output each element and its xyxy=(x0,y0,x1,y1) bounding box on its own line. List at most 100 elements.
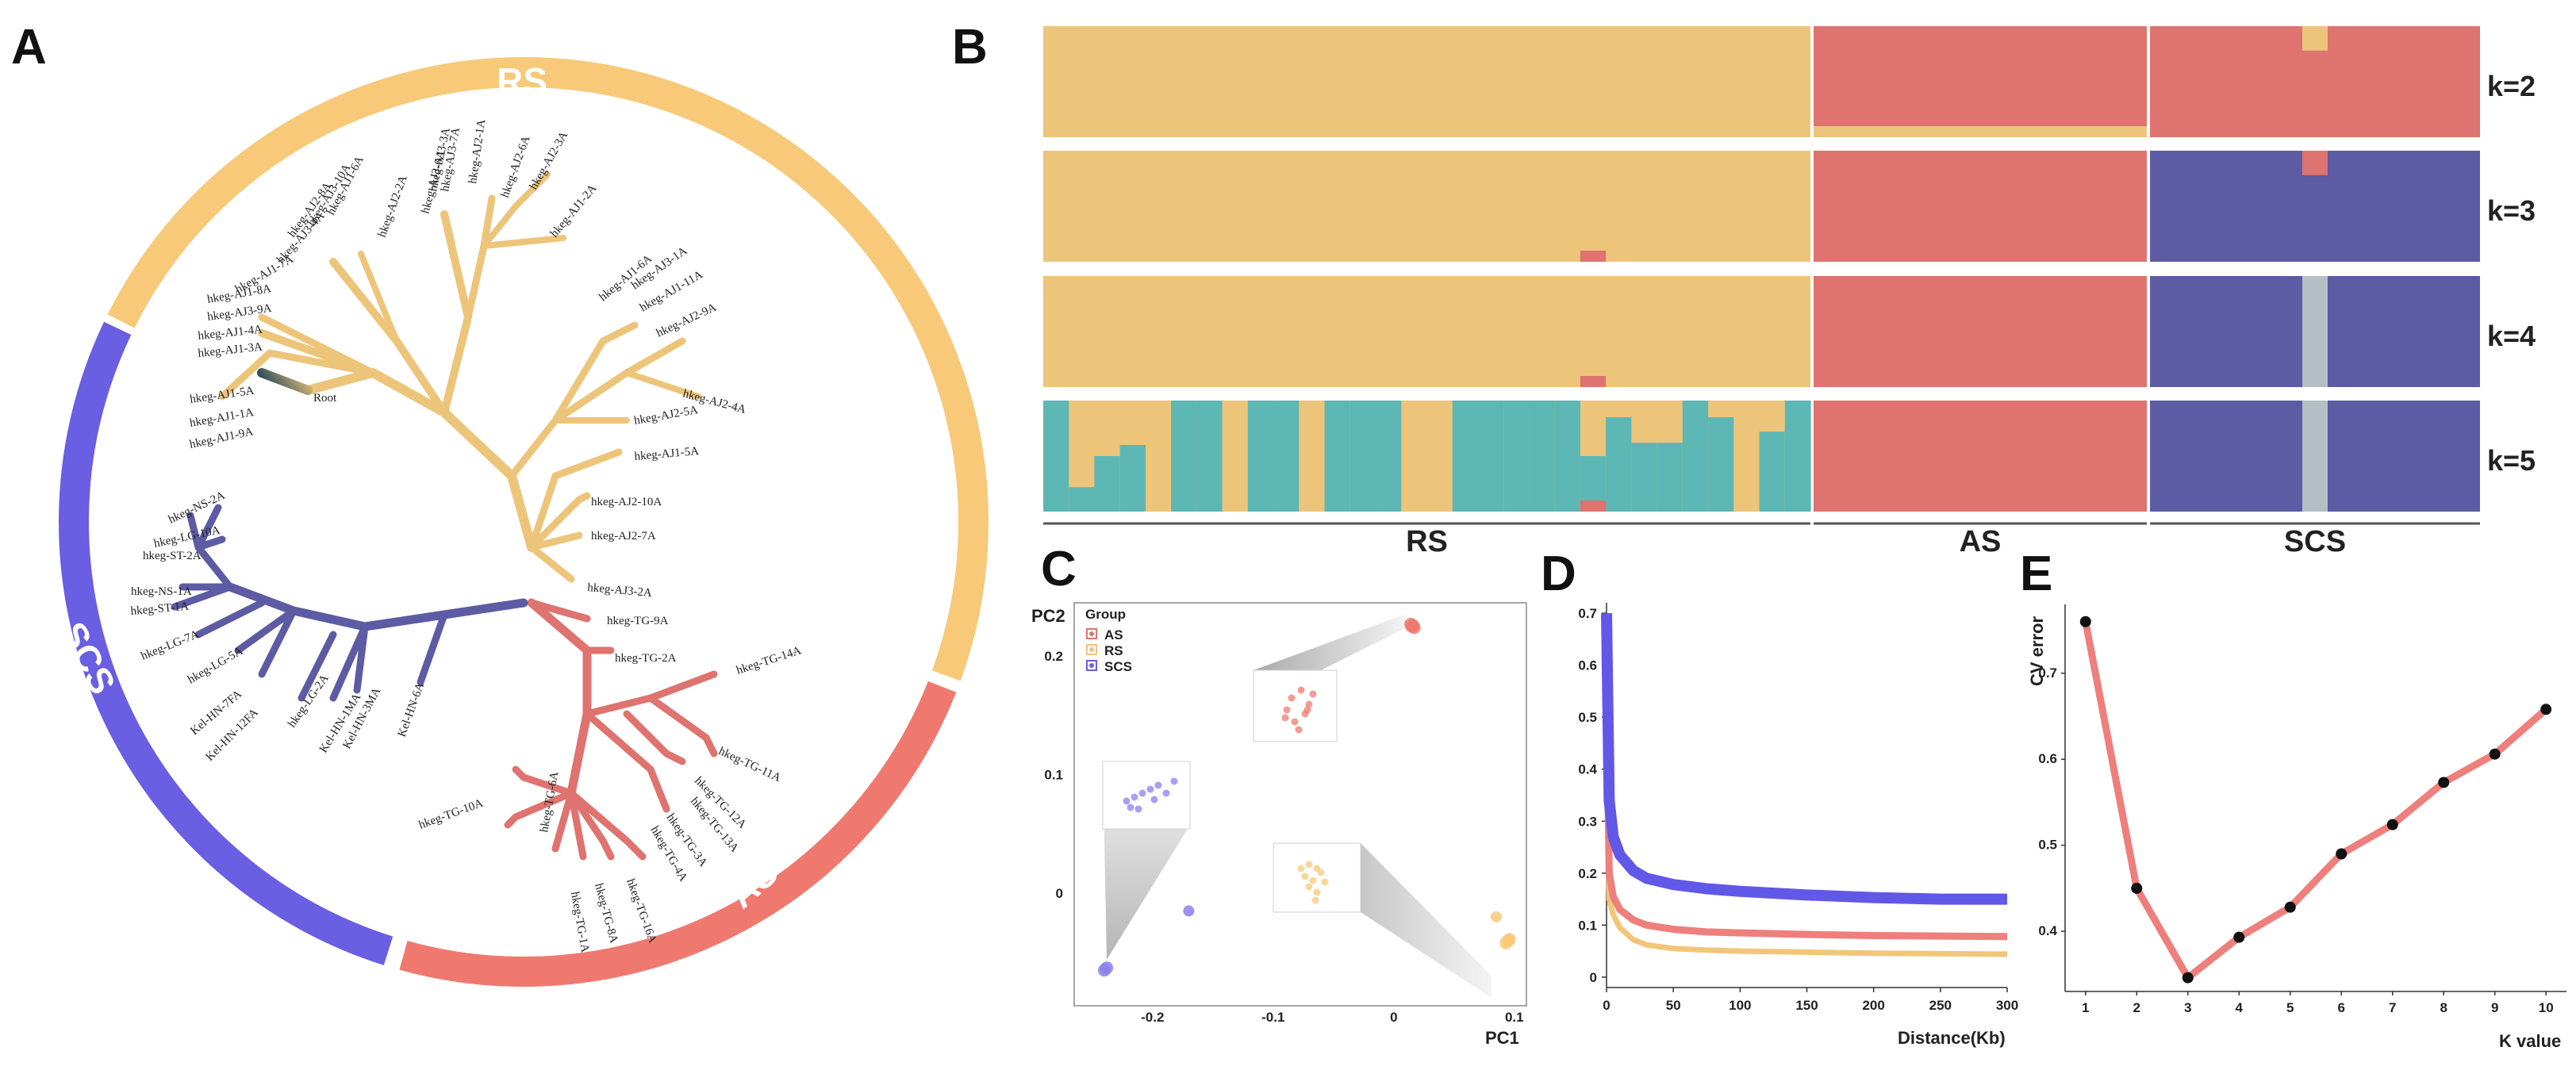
branch-as-l xyxy=(512,765,575,797)
zoom-dot-1-1 xyxy=(1131,793,1138,801)
zoom-dot-2-4 xyxy=(1317,869,1325,876)
group-label-scs: SCS xyxy=(2284,525,2346,558)
panel-d-ld-decay: 0 0.1 0.2 0.3 0.4 0.5 0.6 0.7 0 50 100 150 200 250 300… xyxy=(1578,603,2018,1048)
bar-k5-rs-14 xyxy=(1401,401,1428,512)
branch-scs-j xyxy=(194,535,234,591)
cv-point-5 xyxy=(2336,848,2348,860)
branch-rs-trunk xyxy=(303,368,536,552)
tip-label-rs-16: hkeg-AJ2-1A xyxy=(466,118,488,184)
legend-label-as: AS xyxy=(1104,627,1123,642)
pca-points xyxy=(1098,617,1516,977)
admixture-k-labels: k=2 k=3 k=4 k=5 xyxy=(2487,70,2536,477)
branch-as-d xyxy=(647,694,718,757)
branch-as-e xyxy=(623,710,686,765)
root-label: Root xyxy=(313,392,337,405)
bar-k5-teal-18 xyxy=(1503,401,1530,512)
tip-label-as-9: hkeg-TG-8A xyxy=(592,882,620,945)
bar-exception-k=5-1 xyxy=(2302,401,2328,512)
zoom-dot-1-5 xyxy=(1162,789,1170,797)
panel-e-cv-error: 0.4 0.5 0.6 0.7 1 2 3 4 5 6 7 8 9 10 CV error K value xyxy=(2027,604,2566,1051)
zoom-dot-0-2 xyxy=(1305,700,1313,708)
branch-root xyxy=(257,368,313,395)
pca-ylabel: PC2 xyxy=(1031,606,1065,626)
branch-scs-d xyxy=(298,631,337,702)
tip-label-as-12: hkeg-TG-10A xyxy=(417,797,485,832)
bar-k2-as-admix xyxy=(1814,126,2147,137)
tip-label-rs-23: hkeg-AJ2-9A xyxy=(655,301,719,340)
bar-block-k=4-RS xyxy=(1043,276,1810,387)
zoom-shade-as xyxy=(1253,615,1408,670)
cv-point-1 xyxy=(2131,882,2143,894)
ld-xtick-0: 0 xyxy=(1603,998,1610,1013)
zoom-dot-1-4 xyxy=(1154,781,1162,789)
branch-scs-e xyxy=(258,607,298,678)
zoom-dot-1-6 xyxy=(1134,805,1142,813)
pca-xtick-3: 0.1 xyxy=(1505,1010,1524,1025)
zoom-dot-2-7 xyxy=(1321,878,1329,886)
cv-point-8 xyxy=(2489,748,2501,760)
bar-exception-k=3-0 xyxy=(1580,251,1607,262)
bar-exception-k=4-1 xyxy=(2302,276,2328,387)
cv-xtick-6: 7 xyxy=(2389,1000,2396,1015)
tip-label-as-8: hkeg-TG-16A xyxy=(624,877,658,945)
ld-lines xyxy=(1601,613,2008,957)
cv-xtick-7: 8 xyxy=(2440,1000,2447,1015)
bar-k5-teal-2 xyxy=(1094,456,1121,512)
cv-point-4 xyxy=(2284,901,2296,913)
branch-rs-j xyxy=(508,321,639,480)
panel-label-b: B xyxy=(952,20,988,75)
tip-label-rs-25: hkeg-AJ2-5A xyxy=(633,404,699,428)
zoom-dot-2-0 xyxy=(1305,861,1313,869)
tree-branches xyxy=(171,171,718,861)
branch-scs-g xyxy=(194,599,266,639)
ld-line-as xyxy=(1603,691,2008,941)
cv-point-9 xyxy=(2540,704,2552,715)
bar-exception-k=3-1 xyxy=(2302,151,2328,175)
bar-k5-rs-7 xyxy=(1222,401,1249,512)
bar-k5-teal-1 xyxy=(1069,487,1096,512)
zoom-dot-0-5 xyxy=(1291,718,1299,726)
branch-rs-d xyxy=(329,258,448,416)
pca-ticks: -0.2 -0.1 0 0.1 0 0.1 0.2 xyxy=(1044,649,1523,1025)
panel-label-d: D xyxy=(1541,547,1576,601)
group-label-rs: RS xyxy=(1406,525,1448,558)
branch-rs-n xyxy=(528,448,623,551)
tip-label-as-2: hkeg-TG-14A xyxy=(735,644,803,677)
cv-xtick-4: 5 xyxy=(2286,1000,2294,1015)
bar-k5-teal-17 xyxy=(1477,401,1504,512)
ld-axes: 0 0.1 0.2 0.3 0.4 0.5 0.6 0.7 0 50 100 150 200 250 300 xyxy=(1578,603,2018,1013)
pca-ytick-1: 0.1 xyxy=(1044,768,1063,783)
branch-rs-p xyxy=(528,531,583,551)
bar-block-k=3-AS xyxy=(1814,151,2147,262)
branch-as-g xyxy=(567,789,647,861)
bar-k5-teal-11 xyxy=(1324,401,1351,512)
panel-b-admixture: k=2 k=3 k=4 k=5 RS AS SCS xyxy=(1043,26,2536,558)
bar-k5-teal-16 xyxy=(1452,401,1479,512)
bar-k5-teal-3 xyxy=(1119,445,1146,512)
bar-k5-teal-25 xyxy=(1682,401,1709,512)
ld-ytick-4: 0.4 xyxy=(1578,762,1597,777)
branch-rs-e xyxy=(358,251,400,344)
cv-ytick-2: 0.6 xyxy=(2038,751,2057,766)
branch-rs-o xyxy=(528,492,591,551)
tip-label-rs-26: hkeg-AJ1-5A xyxy=(634,445,700,463)
tip-label-as-10: hkeg-TG-1A xyxy=(568,891,591,953)
ld-line-rs xyxy=(1603,769,2008,957)
bar-k5-teal-23 xyxy=(1631,443,1658,512)
branch-scs-f xyxy=(234,607,298,654)
cv-xtick-9: 10 xyxy=(2539,1000,2554,1015)
tip-label-as-0: hkeg-TG-9A xyxy=(607,615,669,627)
legend-label-rs: RS xyxy=(1104,643,1123,658)
cv-xtick-2: 3 xyxy=(2184,1000,2191,1015)
ld-line-scs xyxy=(1601,613,2007,905)
legend-dot-as xyxy=(1089,631,1094,636)
pca-point-rs-3 xyxy=(1491,911,1502,922)
tip-label-scs-6: hkeg-LG-5A xyxy=(186,645,245,687)
branch-scs-l xyxy=(194,504,222,551)
branch-as-trunk xyxy=(527,598,592,798)
branch-rs-b xyxy=(218,349,377,401)
zoom-dot-1-9 xyxy=(1170,777,1178,785)
k-label-0: k=2 xyxy=(2487,70,2536,102)
zoom-dot-1-2 xyxy=(1138,789,1146,797)
cv-point-6 xyxy=(2386,819,2398,830)
